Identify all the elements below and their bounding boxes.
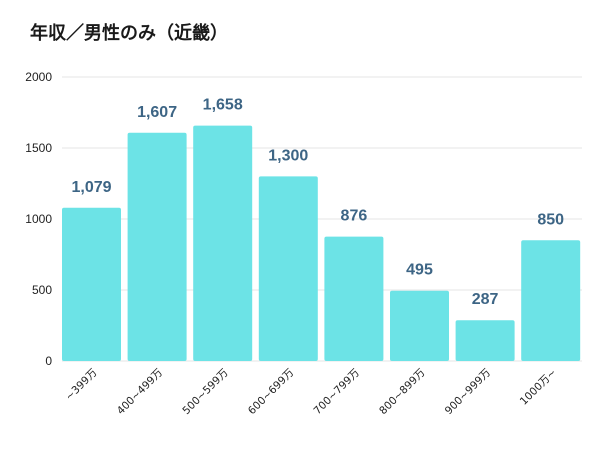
- data-label: 876: [341, 208, 368, 225]
- data-label: 495: [406, 262, 433, 279]
- bar: [127, 132, 187, 361]
- x-tick-label: 900~999万: [443, 367, 493, 417]
- x-tick-label: 800~899万: [377, 367, 427, 417]
- y-axis-ticks: 0 500 1000 1500 2000: [25, 70, 52, 368]
- data-label: 1,300: [268, 147, 308, 164]
- bar: [455, 320, 515, 361]
- bar: [193, 125, 253, 362]
- data-label: 1,658: [203, 97, 243, 114]
- data-labels: 1,079 1,607 1,658 1,300 876 495 287 850: [71, 97, 564, 309]
- y-tick-label: 2000: [25, 70, 52, 84]
- y-tick-label: 500: [32, 283, 52, 297]
- bar: [390, 290, 449, 361]
- bar: [258, 176, 318, 361]
- x-tick-label: 400~499万: [115, 367, 165, 417]
- x-axis-ticks: ~399万 400~499万 500~599万 600~699万 700~799万 800…: [63, 367, 559, 417]
- data-label: 1,607: [137, 104, 177, 121]
- y-tick-label: 0: [45, 354, 52, 368]
- x-tick-label: 600~699万: [246, 367, 296, 417]
- data-label: 850: [537, 211, 564, 228]
- x-tick-label: 500~599万: [180, 367, 230, 417]
- x-tick-label: ~399万: [63, 367, 99, 403]
- x-tick-label: 1000万~: [518, 367, 559, 408]
- chart-title: 年収／男性のみ（近畿）: [30, 23, 228, 44]
- bar: [521, 240, 581, 361]
- y-tick-label: 1500: [25, 141, 52, 155]
- y-tick-label: 1000: [25, 212, 52, 226]
- data-label: 287: [472, 291, 499, 308]
- bar: [62, 207, 121, 361]
- bars: [62, 125, 581, 362]
- bar: [324, 236, 384, 361]
- data-label: 1,079: [71, 179, 111, 196]
- x-tick-label: 700~799万: [312, 367, 362, 417]
